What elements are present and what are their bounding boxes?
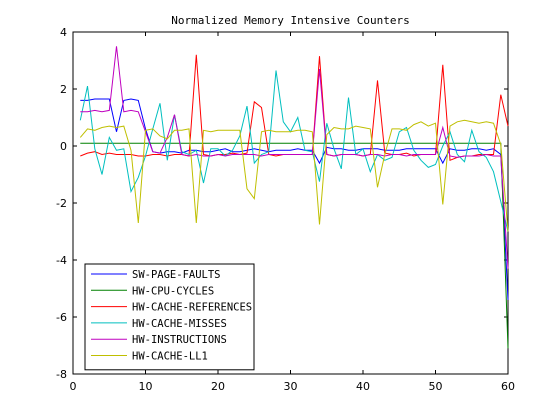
series-line-hw-cache-ll1 xyxy=(79,119,509,232)
x-tick-label: 60 xyxy=(501,380,515,393)
series-line-hw-instructions xyxy=(80,46,509,269)
x-tick-label: 30 xyxy=(284,380,298,393)
legend-label-hw-cpu-cycles: HW-CPU-CYCLES xyxy=(132,285,214,297)
legend-label-sw-page-faults: SW-PAGE-FAULTS xyxy=(132,269,221,281)
y-tick-label: 0 xyxy=(60,140,67,153)
y-tick-label: -4 xyxy=(56,254,67,267)
legend-label-hw-instructions: HW-INSTRUCTIONS xyxy=(132,334,227,346)
y-tick-label: -8 xyxy=(56,368,67,381)
x-tick-label: 20 xyxy=(211,380,225,393)
x-tick-label: 50 xyxy=(429,380,443,393)
x-tick-label: 0 xyxy=(70,380,77,393)
legend-label-hw-cache-misses: HW-CACHE-MISSES xyxy=(132,318,227,330)
legend xyxy=(84,263,255,371)
x-tick-label: 10 xyxy=(139,380,153,393)
chart-title: Normalized Memory Intensive Counters xyxy=(171,14,410,27)
legend-label-hw-cache-ll1: HW-CACHE-LL1 xyxy=(132,351,208,363)
series-line-hw-cache-misses xyxy=(79,70,509,232)
y-tick-label: 4 xyxy=(60,26,67,39)
x-tick-label: 40 xyxy=(356,380,370,393)
y-tick-label: -6 xyxy=(56,311,67,324)
y-tick-label: -2 xyxy=(56,197,67,210)
legend-label-hw-cache-references: HW-CACHE-REFERENCES xyxy=(132,302,252,314)
y-tick-label: 2 xyxy=(60,83,67,96)
